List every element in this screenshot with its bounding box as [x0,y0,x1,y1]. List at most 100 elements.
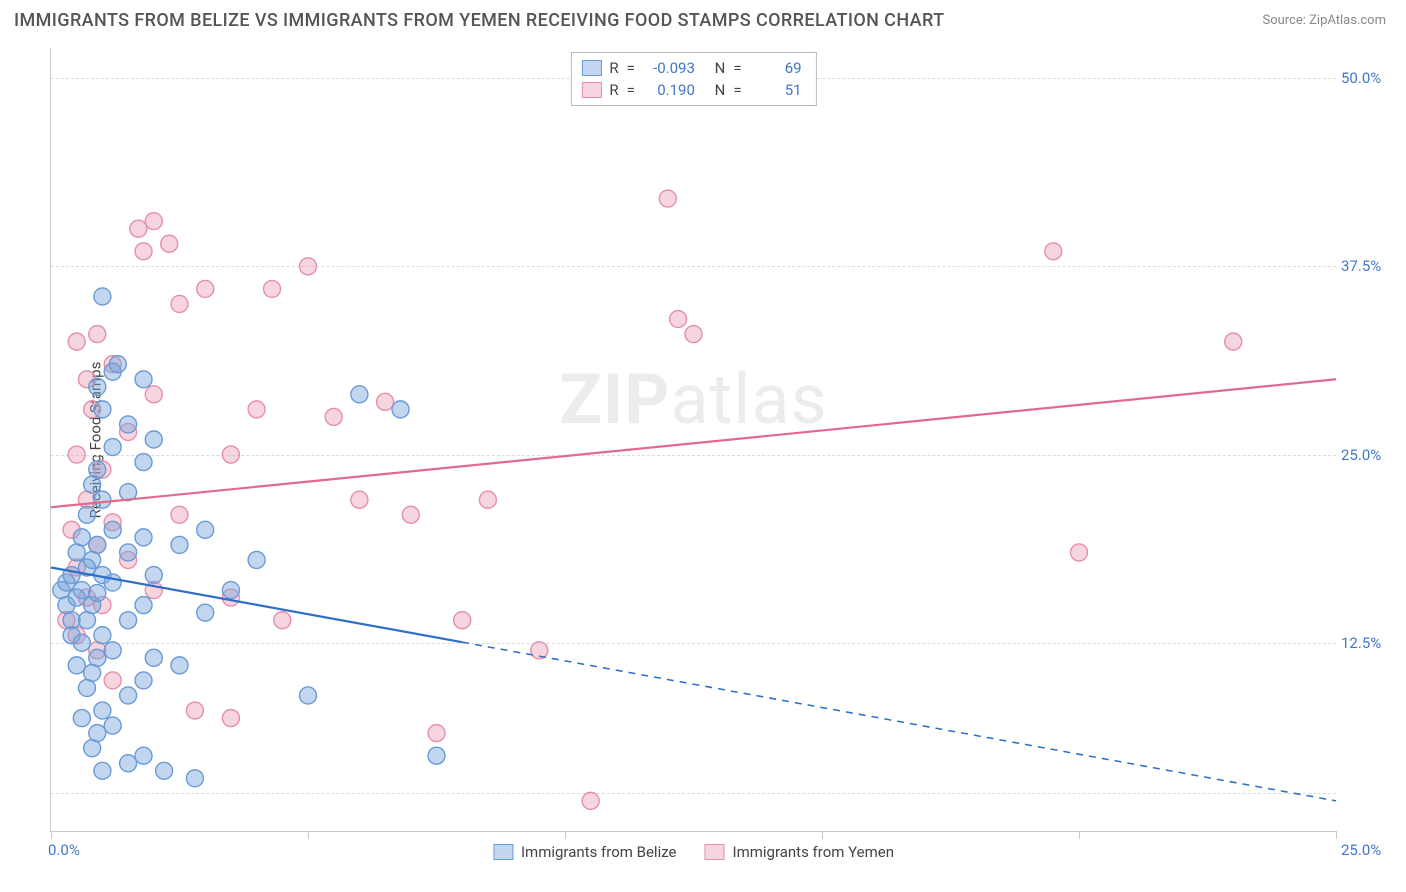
scatter-point [120,544,137,561]
legend-stats-row-yemen: R = 0.190 N = 51 [581,79,801,101]
scatter-point [145,567,162,584]
scatter-point [120,416,137,433]
scatter-point [171,295,188,312]
scatter-point [94,762,111,779]
y-tick-label: 25.0% [1341,446,1396,464]
scatter-point [120,755,137,772]
scatter-point [145,386,162,403]
scatter-point [222,582,239,599]
scatter-point [73,529,90,546]
scatter-point [89,461,106,478]
scatter-point [120,612,137,629]
scatter-point [392,401,409,418]
scatter-point [104,439,121,456]
legend-stats-row-belize: R = -0.093 N = 69 [581,57,801,79]
scatter-point [171,506,188,523]
scatter-point [135,672,152,689]
scatter-point [94,702,111,719]
scatter-point [428,725,445,742]
regression-line [51,379,1336,507]
source-link[interactable]: ZipAtlas.com [1309,13,1386,28]
regression-line-extrapolated [462,642,1336,801]
eq: = [627,81,635,99]
legend-label-yemen: Immigrants from Yemen [732,843,894,861]
scatter-point [161,235,178,252]
scatter-point [145,431,162,448]
scatter-point [156,762,173,779]
scatter-point [135,529,152,546]
chart-title: IMMIGRANTS FROM BELIZE VS IMMIGRANTS FRO… [14,10,945,31]
legend-stats-box: R = -0.093 N = 69 R = 0.190 N = 51 [570,52,816,106]
legend-swatch-belize-bottom [493,844,513,860]
x-axis-origin-label: 0.0% [48,841,80,859]
scatter-point [135,371,152,388]
r-label: R [609,59,618,77]
scatter-point [145,213,162,230]
legend-swatch-belize [581,60,601,76]
scatter-point [135,597,152,614]
source-prefix: Source: [1262,13,1309,28]
x-axis-max-label: 25.0% [1341,841,1396,859]
legend-label-belize: Immigrants from Belize [521,843,677,861]
scatter-point [300,687,317,704]
scatter-point [479,491,496,508]
scatter-point [659,190,676,207]
scatter-point [104,672,121,689]
scatter-point [222,710,239,727]
scatter-point [377,393,394,410]
scatter-point [325,408,342,425]
scatter-point [351,491,368,508]
scatter-point [171,536,188,553]
scatter-point [89,725,106,742]
chart-header: IMMIGRANTS FROM BELIZE VS IMMIGRANTS FRO… [0,0,1406,37]
n-value-belize: 69 [750,59,802,77]
scatter-point [264,280,281,297]
scatter-point [274,612,291,629]
scatter-point [1045,243,1062,260]
scatter-point [670,311,687,328]
scatter-point [89,585,106,602]
scatter-plot-svg [51,48,1336,831]
scatter-point [186,702,203,719]
scatter-point [1225,333,1242,350]
n-label: N [715,81,726,99]
source-attribution: Source: ZipAtlas.com [1262,13,1386,28]
scatter-point [197,280,214,297]
scatter-point [68,446,85,463]
r-label: R [609,81,618,99]
scatter-point [222,446,239,463]
scatter-point [73,582,90,599]
scatter-point [73,710,90,727]
scatter-point [135,747,152,764]
scatter-point [1071,544,1088,561]
scatter-point [89,649,106,666]
y-tick-label: 12.5% [1341,634,1396,652]
scatter-point [104,642,121,659]
scatter-point [135,243,152,260]
legend-item-belize: Immigrants from Belize [493,843,677,861]
scatter-point [73,634,90,651]
scatter-point [94,491,111,508]
scatter-point [428,747,445,764]
scatter-point [248,401,265,418]
y-tick-label: 50.0% [1341,69,1396,87]
scatter-point [248,551,265,568]
scatter-point [89,536,106,553]
scatter-point [197,521,214,538]
r-value-yemen: 0.190 [643,81,695,99]
scatter-point [685,326,702,343]
scatter-point [300,258,317,275]
scatter-point [94,288,111,305]
scatter-point [197,604,214,621]
scatter-point [68,333,85,350]
n-value-yemen: 51 [750,81,802,99]
legend-series: Immigrants from Belize Immigrants from Y… [493,843,894,861]
scatter-point [402,506,419,523]
scatter-point [351,386,368,403]
scatter-point [89,326,106,343]
scatter-point [109,356,126,373]
eq: = [733,59,741,77]
y-tick-label: 37.5% [1341,257,1396,275]
scatter-point [186,770,203,787]
scatter-point [94,627,111,644]
